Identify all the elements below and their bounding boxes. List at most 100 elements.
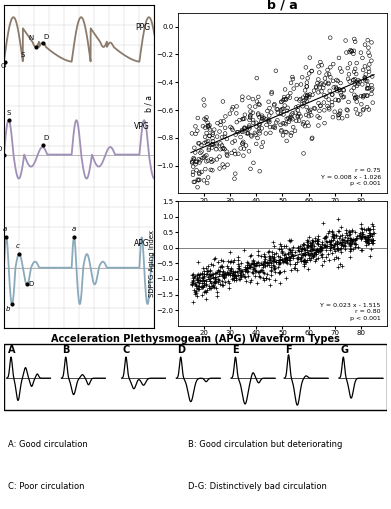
Point [315,235,321,243]
Point [329,248,335,257]
Point [337,245,343,253]
Text: Acceleration Plethysmogeam (APG) Waveform Types: Acceleration Plethysmogeam (APG) Wavefor… [51,334,340,345]
Point [283,253,289,262]
Point [271,252,277,261]
Point [271,265,277,273]
Point [273,248,279,257]
Text: a: a [72,227,76,232]
Point [210,261,216,269]
Point [242,110,248,119]
Point [290,243,296,251]
Point [290,123,296,131]
Point [335,228,341,236]
Point [291,84,297,93]
Point [254,279,260,287]
Point [281,267,287,275]
Point [239,115,246,123]
Point [326,237,332,245]
Point [348,235,354,243]
Point [238,267,244,275]
Point [259,111,265,120]
Point [203,295,209,303]
Point [194,158,200,166]
Point [267,254,273,263]
Point [317,245,324,253]
Point [352,94,359,102]
Text: C: C [123,345,130,355]
Point [317,246,324,254]
Point [216,270,222,278]
Point [282,119,288,127]
Point [204,179,210,187]
Point [220,97,226,105]
Point [365,225,371,234]
Point [276,244,282,252]
Point [309,244,315,252]
Point [189,129,195,137]
Point [335,114,342,122]
Point [271,262,277,270]
Point [250,260,256,268]
Point [238,271,244,279]
Text: E: E [232,345,239,355]
Point [233,102,240,110]
Point [223,271,229,279]
Point [203,116,209,124]
Point [365,239,371,247]
Point [207,125,213,133]
Point [277,240,283,248]
Point [251,264,257,272]
Point [215,258,221,266]
Point [260,260,267,268]
Point [277,268,283,276]
Point [263,129,269,137]
Point [358,220,364,229]
Point [347,234,353,242]
Point [196,170,203,178]
Point [276,268,282,276]
Point [358,234,364,242]
Point [242,267,248,275]
Point [321,241,328,249]
Point [267,129,274,137]
Point [271,101,277,109]
Point [233,268,240,276]
Point [353,234,359,242]
Point [206,121,213,129]
Point [190,168,196,176]
Point [370,236,377,244]
Point [337,109,343,118]
Text: PPG: PPG [135,23,150,32]
Point [212,272,218,280]
Point [265,248,271,256]
Point [209,270,215,278]
Point [238,259,244,267]
Point [308,241,314,249]
Point [280,131,286,139]
Point [248,260,254,268]
Point [310,252,316,260]
Point [194,127,201,135]
Point [210,272,216,280]
Point [256,127,263,135]
Point [288,266,294,274]
Point [366,229,372,237]
Point [352,236,359,244]
Point [303,63,309,71]
Point [310,249,317,257]
Point [282,95,288,103]
Point [315,246,321,254]
Point [210,129,216,137]
Point [304,82,310,91]
Point [237,262,243,270]
Point [224,152,230,160]
Point [307,242,313,250]
Point [240,152,247,160]
Text: B: B [63,345,70,355]
Point [292,127,298,135]
Point [301,118,307,126]
Point [270,261,276,269]
Point [194,166,200,174]
Point [244,129,250,137]
Point [209,281,215,290]
